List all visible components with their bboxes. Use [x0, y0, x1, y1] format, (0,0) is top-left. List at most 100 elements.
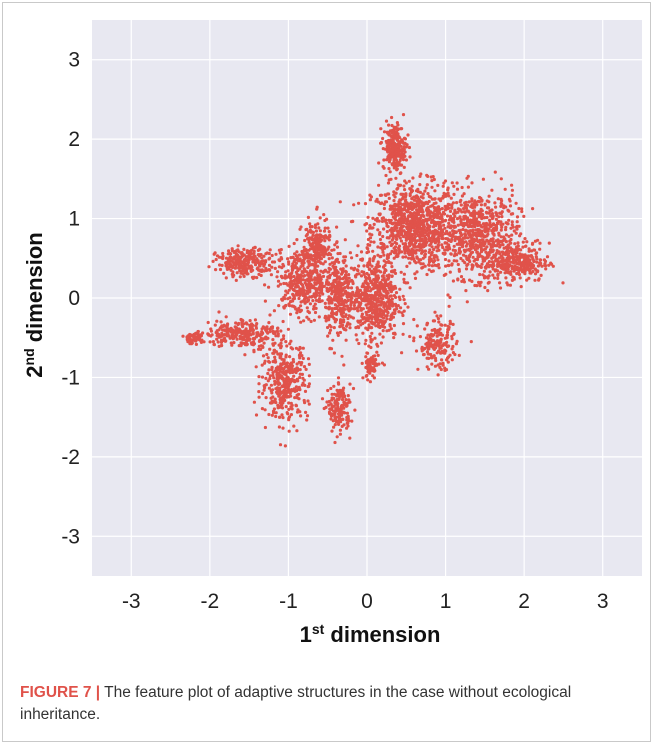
data-point — [224, 315, 228, 319]
data-point — [318, 294, 322, 298]
data-point — [387, 286, 391, 290]
data-point — [446, 328, 450, 332]
data-point — [344, 264, 348, 268]
data-point — [235, 271, 239, 275]
data-point — [375, 269, 379, 273]
data-point — [425, 272, 429, 277]
data-point — [498, 286, 503, 290]
data-point — [357, 272, 361, 276]
data-point — [346, 291, 350, 295]
data-point — [387, 236, 391, 240]
data-point — [320, 299, 324, 303]
data-point — [427, 194, 431, 199]
data-point — [267, 268, 271, 272]
data-point — [392, 156, 396, 160]
data-point — [376, 293, 380, 297]
data-point — [481, 273, 485, 277]
data-point — [515, 267, 519, 271]
data-point — [398, 158, 402, 162]
data-point — [465, 203, 470, 207]
data-point — [384, 119, 389, 123]
data-point — [437, 266, 441, 270]
data-point — [517, 256, 521, 260]
data-point — [452, 217, 456, 221]
data-point — [335, 257, 339, 261]
data-point — [402, 145, 406, 149]
data-point — [215, 319, 219, 323]
data-point — [401, 294, 405, 298]
data-point — [274, 366, 278, 370]
data-point — [514, 225, 519, 229]
data-point — [317, 315, 321, 319]
data-point — [437, 234, 441, 238]
data-point — [401, 313, 405, 318]
data-point — [235, 249, 239, 253]
data-point — [519, 232, 523, 236]
data-point — [324, 319, 328, 323]
data-point — [392, 163, 396, 167]
data-point — [469, 241, 473, 245]
data-point — [390, 234, 395, 238]
data-point — [435, 314, 439, 318]
data-point — [434, 245, 438, 249]
data-point — [406, 133, 410, 137]
data-point — [395, 253, 400, 257]
data-point — [452, 212, 456, 216]
data-point — [447, 246, 451, 250]
data-point — [529, 271, 533, 275]
data-point — [372, 376, 376, 380]
data-point — [490, 229, 494, 233]
data-point — [419, 200, 423, 204]
y-tick-label: 1 — [68, 208, 80, 231]
data-point — [450, 203, 454, 207]
data-point — [257, 382, 261, 386]
data-point — [385, 224, 389, 228]
data-point — [514, 252, 518, 256]
data-point — [441, 361, 445, 365]
data-point — [401, 197, 405, 201]
data-point — [448, 209, 453, 213]
data-point — [340, 313, 344, 317]
data-point — [330, 429, 334, 433]
data-point — [239, 335, 243, 339]
data-point — [527, 276, 531, 280]
data-point — [515, 215, 520, 219]
data-point — [219, 334, 224, 338]
data-point — [547, 241, 551, 245]
data-point — [524, 244, 528, 248]
data-point — [303, 238, 307, 243]
data-point — [403, 202, 407, 206]
data-point — [418, 335, 422, 339]
data-point — [366, 302, 370, 306]
data-point — [437, 237, 441, 241]
data-point — [437, 224, 441, 228]
data-point — [536, 238, 540, 242]
data-point — [332, 266, 336, 270]
data-point — [312, 307, 316, 311]
data-point — [430, 328, 434, 332]
data-point — [399, 270, 403, 274]
data-point — [386, 181, 391, 185]
data-point — [418, 219, 422, 223]
data-point — [370, 303, 374, 307]
data-point — [464, 267, 469, 271]
data-point — [465, 176, 469, 180]
data-point — [450, 237, 454, 242]
data-point — [290, 268, 294, 272]
y-tick-label: -2 — [61, 446, 80, 469]
data-point — [396, 148, 400, 152]
data-point — [490, 239, 495, 243]
data-point — [342, 394, 347, 398]
data-point — [398, 141, 402, 145]
data-point — [244, 269, 249, 273]
data-point — [267, 412, 271, 417]
data-point — [373, 336, 377, 340]
data-point — [456, 277, 460, 281]
data-point — [386, 291, 390, 295]
data-point — [272, 376, 276, 380]
data-point — [240, 318, 244, 322]
data-point — [392, 311, 397, 316]
data-point — [411, 233, 415, 237]
data-point — [273, 382, 277, 386]
